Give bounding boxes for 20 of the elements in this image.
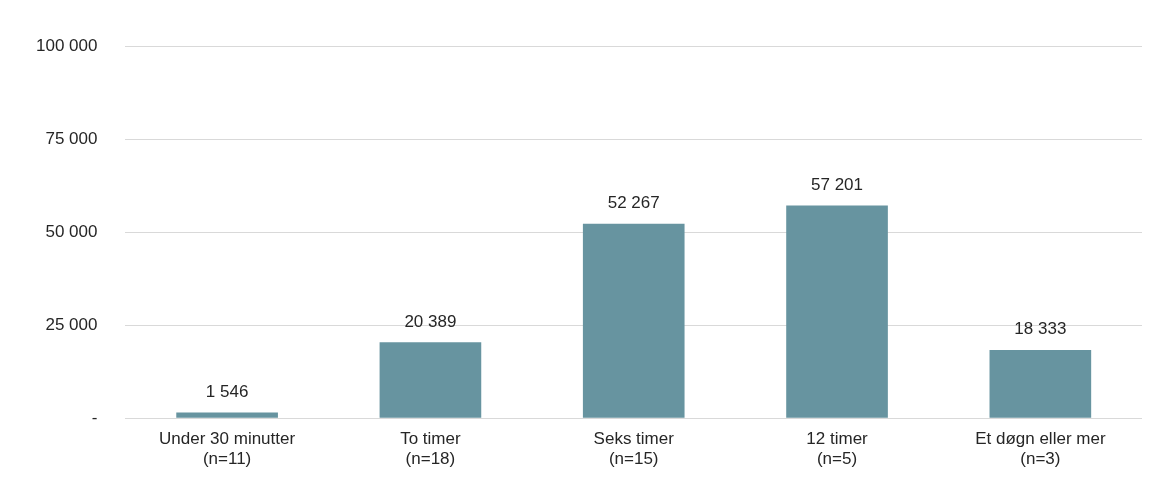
data-label: 1 546 [205,381,249,401]
data-label: 52 267 [607,192,660,212]
data-label: 57 201 [811,174,864,194]
data-label: 18 333 [1014,319,1067,339]
x-tick-label: Under 30 minutter (n=11) [159,429,296,469]
data-label: 20 389 [404,311,457,331]
bar [582,223,685,418]
y-tick-label: 50 000 [45,221,98,241]
y-tick-label: 25 000 [45,314,98,334]
bar [786,205,888,418]
bar [989,350,1092,418]
y-tick-label: 100 000 [36,35,98,55]
x-tick-label: To timer (n=18) [400,429,461,469]
x-tick-label: 12 timer (n=5) [806,429,869,469]
bar [379,342,482,418]
x-tick-label: Seks timer (n=15) [593,429,675,469]
y-tick-label: 75 000 [45,128,98,148]
y-tick-label: - [91,407,98,427]
bar [176,412,278,418]
x-tick-label: Et døgn eller mer (n=3) [975,429,1106,469]
